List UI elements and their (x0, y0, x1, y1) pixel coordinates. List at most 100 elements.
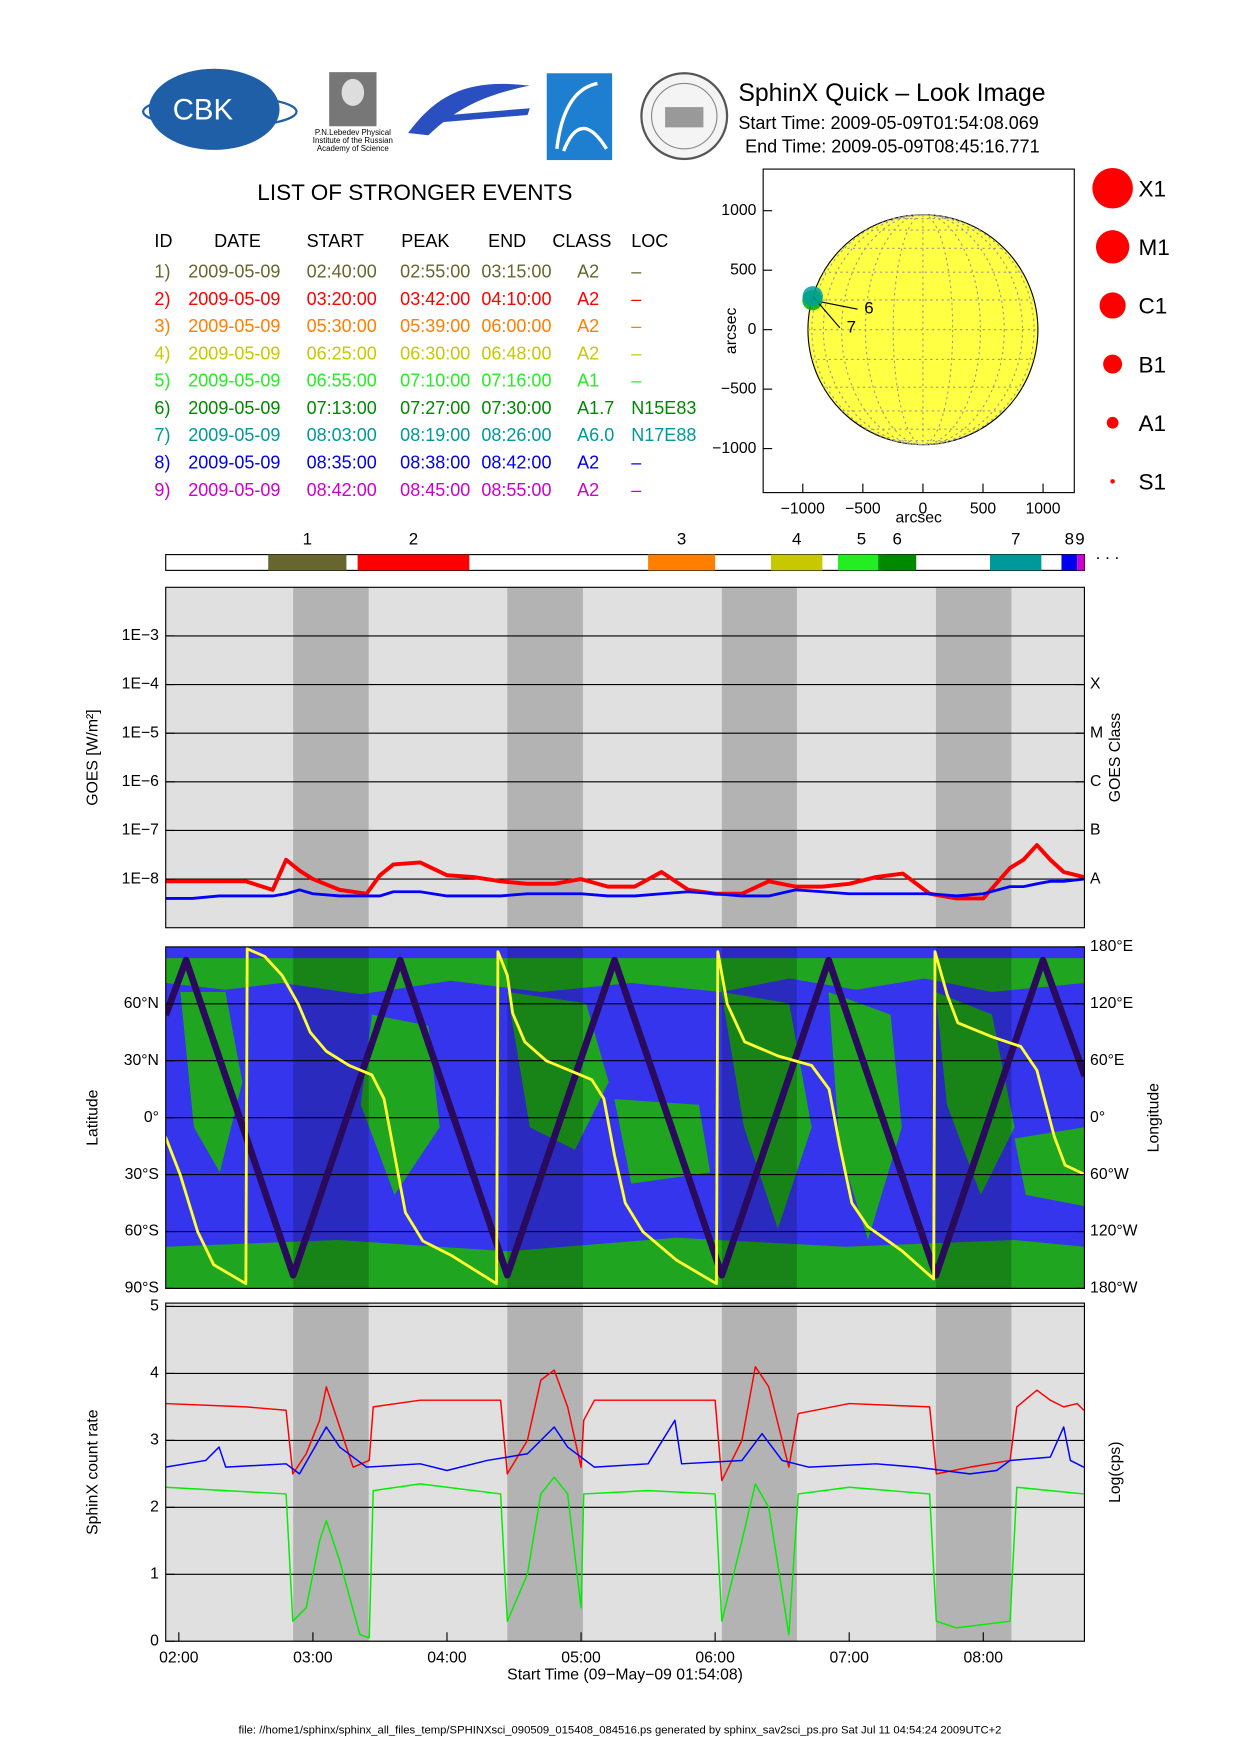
plot-frame (165, 1302, 1085, 1642)
column-header: LOC (631, 231, 668, 251)
x-tick-label: −500 (845, 501, 881, 518)
table-cell: – (631, 480, 642, 500)
table-cell: 08:38:00 (400, 453, 470, 473)
region (1014, 1127, 1085, 1207)
table-cell: 08:03:00 (307, 425, 377, 445)
table-cell: 08:45:00 (400, 480, 470, 500)
table-cell: 03:42:00 (400, 289, 470, 309)
y2-axis-label: GOES Class (1107, 713, 1124, 802)
start-time: Start Time: 2009-05-09T01:54:08.069 (738, 113, 1038, 133)
table-cell: A2 (577, 343, 599, 363)
event-number: 6 (893, 529, 902, 548)
table-cell: A2 (577, 262, 599, 282)
event-label: 7 (847, 317, 856, 336)
table-cell: A2 (577, 289, 599, 309)
shaded-band (293, 1303, 369, 1642)
y-axis-label: SphinX count rate (85, 1409, 102, 1535)
shaded-band (935, 587, 1012, 928)
table-cell: 08:55:00 (481, 480, 551, 500)
shaded-band (721, 1303, 797, 1642)
table-cell: 08:26:00 (481, 425, 551, 445)
y-tick-label: 1E−8 (122, 870, 159, 887)
plot-area (165, 946, 1085, 1289)
table-cell: 08:42:00 (307, 480, 377, 500)
seal-inner (650, 82, 718, 150)
y2-tick-label: 180°W (1090, 1280, 1138, 1297)
table-cell: – (631, 289, 642, 309)
table-cell: – (631, 453, 642, 473)
table-cell: 06:30:00 (400, 343, 470, 363)
region (828, 991, 902, 1240)
table-cell: 7) (154, 425, 170, 445)
square-logo-arcs (555, 81, 608, 152)
table-cell: 2009-05-09 (188, 425, 280, 445)
size-legend-label: A1 (1139, 411, 1167, 436)
event-number: 3 (677, 529, 686, 548)
series-line (165, 1365, 1085, 1482)
institute-line: Institute of the Russian (313, 136, 393, 145)
table-cell: 08:35:00 (307, 453, 377, 473)
region (935, 991, 1015, 1195)
series-line (165, 1476, 1084, 1639)
y-tick-label: 5 (150, 1298, 159, 1315)
y2-tick-label: 60°E (1090, 1052, 1124, 1069)
event-number: 2 (409, 529, 418, 548)
table-cell: 2009-05-09 (188, 480, 280, 500)
table-cell: 05:39:00 (400, 316, 470, 336)
region (614, 1099, 711, 1184)
x-tick-label: 1000 (1026, 501, 1061, 518)
y2-tick-label: 120°E (1090, 995, 1133, 1012)
table-cell: – (631, 316, 642, 336)
y2-tick-label: 60°W (1090, 1166, 1129, 1183)
table-cell: A6.0 (577, 425, 614, 445)
y-tick-label: −1000 (712, 440, 757, 457)
size-legend-label: M1 (1139, 235, 1170, 260)
plot-frame (165, 586, 1085, 929)
x-tick-label: 02:00 (159, 1649, 199, 1666)
table-cell: 4) (154, 343, 170, 363)
table-cell: A2 (577, 316, 599, 336)
size-legend-label: S1 (1139, 470, 1167, 495)
event-bar (770, 554, 823, 571)
column-header: PEAK (401, 231, 449, 251)
table-cell: 2009-05-09 (188, 289, 280, 309)
table-cell: 06:25:00 (307, 343, 377, 363)
table-cell: N15E83 (631, 398, 696, 418)
plot-frame (762, 168, 1075, 494)
table-cell: – (631, 262, 642, 282)
region (165, 1237, 1085, 1289)
event-bar (648, 554, 716, 571)
table-cell: 06:48:00 (481, 343, 551, 363)
mfdi-logo (408, 83, 530, 136)
mfdi-bar (420, 108, 530, 124)
portrait-face (341, 78, 365, 106)
event-bar (357, 554, 470, 571)
seal-building (665, 107, 704, 128)
y2-tick-label: M (1090, 724, 1103, 741)
x-tick-label: −1000 (781, 501, 826, 518)
region (180, 991, 243, 1173)
page-title: SphinX Quick – Look Image (738, 80, 1045, 107)
y2-tick-label: A (1090, 870, 1101, 887)
event-bar (1061, 554, 1078, 571)
size-legend-marker (1110, 479, 1115, 484)
events-title: LIST OF STRONGER EVENTS (257, 180, 572, 205)
institute-line: Academy of Science (317, 144, 389, 153)
size-legend-marker (1099, 292, 1126, 319)
table-cell: 6) (154, 398, 170, 418)
plot-area (807, 214, 1039, 446)
size-legend-label: C1 (1139, 294, 1168, 319)
table-cell: 08:19:00 (400, 425, 470, 445)
table-cell: – (631, 371, 642, 391)
table-cell: 9) (154, 480, 170, 500)
y-tick-label: 4 (150, 1365, 159, 1382)
table-cell: A2 (577, 480, 599, 500)
cbk-logo (148, 68, 280, 150)
table-cell: 04:10:00 (481, 289, 551, 309)
y-tick-label: 500 (730, 261, 757, 278)
x-tick-label: 07:00 (829, 1649, 869, 1666)
y-tick-label: −500 (721, 380, 757, 397)
table-cell: 02:40:00 (307, 262, 377, 282)
footer: file: //home1/sphinx/sphinx_all_files_te… (239, 1724, 1002, 1736)
